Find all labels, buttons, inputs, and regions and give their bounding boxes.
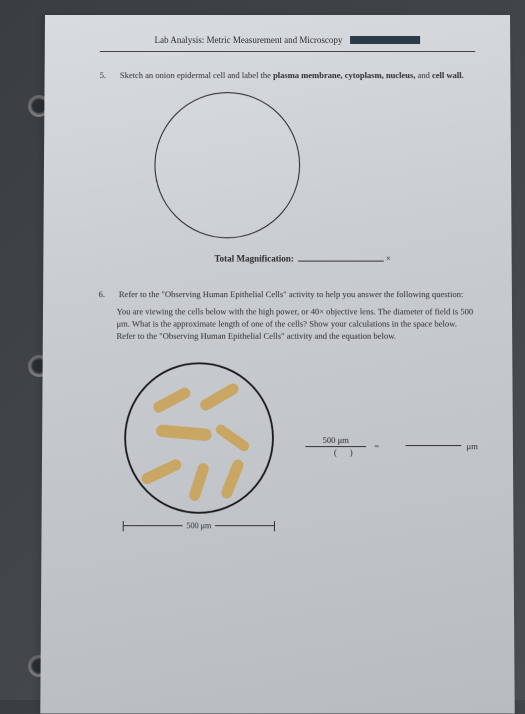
question-6: 6. Refer to the "Observing Human Epithel… bbox=[98, 289, 477, 343]
cell-shape bbox=[188, 461, 211, 502]
cell-shape bbox=[220, 457, 246, 499]
eq-paren-r: ) bbox=[350, 447, 353, 457]
worksheet-page: Lab Analysis: Metric Measurement and Mic… bbox=[40, 15, 514, 713]
scale-label: 500 μm bbox=[182, 521, 215, 530]
magnification-suffix: × bbox=[386, 253, 391, 263]
cells-figure: 500 μm bbox=[123, 361, 275, 531]
page-header: Lab Analysis: Metric Measurement and Mic… bbox=[100, 35, 475, 45]
equation: 500 μm ( ) = μm bbox=[305, 435, 478, 458]
cell-shape bbox=[151, 385, 192, 414]
cell-shape bbox=[156, 424, 213, 441]
q5-sketch-circle bbox=[154, 92, 300, 238]
q6-figure-row: 500 μm 500 μm ( ) = μm bbox=[123, 361, 478, 531]
eq-unit: μm bbox=[466, 441, 477, 451]
cells-svg bbox=[123, 361, 275, 515]
q5-bold2: cell wall. bbox=[432, 70, 464, 80]
q6-body: You are viewing the cells below with the… bbox=[116, 305, 476, 343]
eq-answer-blank bbox=[406, 445, 462, 446]
q5-bold1: plasma membrane, cytoplasm, nucleus, bbox=[273, 70, 415, 80]
cell-shape bbox=[214, 422, 251, 453]
eq-numerator: 500 μm bbox=[305, 435, 366, 447]
q5-text-before: Sketch an onion epidermal cell and label… bbox=[120, 70, 273, 80]
scale-bar: 500 μm bbox=[123, 521, 275, 531]
q6-intro: Refer to the "Observing Human Epithelial… bbox=[119, 289, 464, 299]
cells-group bbox=[140, 381, 251, 502]
scale-line-right bbox=[215, 525, 274, 526]
q6-number: 6. bbox=[99, 289, 117, 301]
eq-denominator: ( ) bbox=[305, 447, 366, 457]
q5-number: 5. bbox=[100, 70, 118, 82]
eq-paren-l: ( bbox=[334, 447, 337, 457]
scale-line-left bbox=[124, 525, 183, 526]
header-title: Lab Analysis: Metric Measurement and Mic… bbox=[155, 35, 343, 45]
magnification-label: Total Magnification: bbox=[214, 253, 293, 263]
q5-text: Sketch an onion epidermal cell and label… bbox=[120, 70, 464, 80]
q5-text-mid: and bbox=[415, 70, 432, 80]
magnification-blank bbox=[298, 260, 384, 261]
cell-shape bbox=[198, 381, 240, 412]
question-5: 5. Sketch an onion epidermal cell and la… bbox=[100, 70, 476, 82]
scale-tick-right bbox=[274, 521, 275, 531]
cell-shape bbox=[140, 457, 183, 485]
magnification-row: Total Magnification: × bbox=[129, 253, 476, 263]
eq-equals: = bbox=[374, 441, 379, 451]
header-divider bbox=[100, 51, 475, 52]
header-bar bbox=[350, 36, 420, 44]
